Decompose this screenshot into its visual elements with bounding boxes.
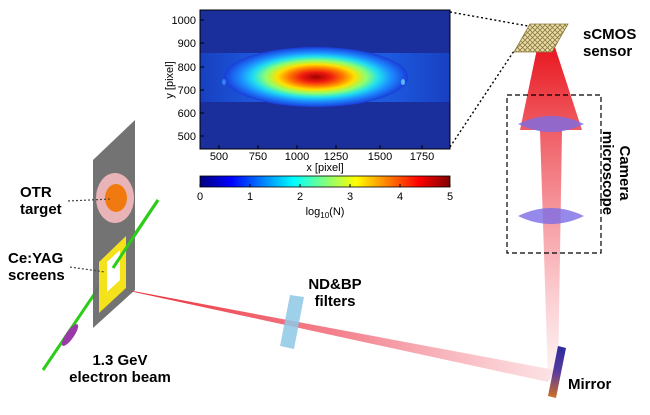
image-speck-left (222, 79, 226, 85)
image-beam-spot (224, 47, 408, 107)
electron-bunch (61, 324, 79, 346)
lens-lower (518, 208, 584, 224)
image-speck-right (401, 79, 405, 85)
electron-beam-label: 1.3 GeV electron beam (67, 352, 173, 386)
y-tick-label: 700 (178, 85, 196, 97)
beam-image-plot: 1000 900 800 700 600 500 500 750 1000 1250 1500 17… (164, 9, 451, 174)
lens-upper (518, 116, 584, 132)
colorbar-tick-label: 5 (447, 191, 453, 203)
electron-beam-label-line1: 1.3 GeV (92, 352, 148, 369)
colorbar-label: log10(N) (306, 206, 345, 220)
otr-target-label-line1: OTR (20, 184, 52, 201)
colorbar-gradient (199, 175, 451, 188)
sensor-label-line1: sCMOS (583, 26, 637, 43)
colorbar-tick-label: 2 (297, 191, 303, 203)
colorbar-tick-label: 0 (197, 191, 203, 203)
colorbar: 0 1 2 3 4 5 log10(N) (197, 175, 453, 220)
y-tick-label: 800 (178, 62, 196, 74)
electron-beam-label-line2: electron beam (69, 369, 171, 386)
electron-beam-line-front (111, 199, 160, 269)
y-axis-label: y [pixel] (164, 61, 176, 98)
x-tick-label: 1250 (324, 151, 348, 163)
ceyag-leader-line (69, 266, 106, 273)
camera-microscope-label: Camera microscope (599, 130, 633, 216)
y-axis-ticks: 1000 900 800 700 600 500 (172, 15, 204, 143)
otr-target-core (105, 184, 127, 212)
x-tick-label: 1750 (410, 151, 434, 163)
y-tick-label: 600 (178, 108, 196, 120)
sensor-label-line2: sensor (583, 43, 633, 60)
otr-target-label: OTR target (20, 184, 62, 218)
y-tick-label: 500 (178, 131, 196, 143)
colorbar-tick-label: 4 (397, 191, 403, 203)
colorbar-tick-label: 3 (347, 191, 353, 203)
x-axis-label: x [pixel] (306, 162, 343, 174)
otr-leader-line (67, 198, 112, 202)
x-axis-ticks: 500 750 1000 1250 1500 1750 (210, 145, 434, 163)
colorbar-ticks: 0 1 2 3 4 5 (197, 184, 453, 203)
filters-label-line1: ND&BP (308, 276, 362, 293)
x-tick-label: 750 (249, 151, 267, 163)
mirror (548, 346, 566, 398)
x-tick-label: 1500 (368, 151, 392, 163)
ceyag-label-line1: Ce:YAG (8, 250, 64, 267)
scmos-sensor (513, 23, 569, 53)
colorbar-tick-label: 1 (247, 191, 253, 203)
image-frame (199, 9, 451, 150)
ceyag-label-line2: screens (8, 267, 65, 284)
x-tick-label: 500 (210, 151, 228, 163)
sensor-label: sCMOS sensor (583, 26, 636, 60)
y-tick-label: 900 (178, 38, 196, 50)
y-tick-label: 1000 (172, 15, 196, 27)
light-beam-to-mirror (106, 286, 555, 382)
filters-label: ND&BP filters (305, 276, 365, 310)
nd-bp-filter (280, 295, 304, 349)
plot-to-sensor-line-top (449, 11, 529, 27)
plot-to-sensor-line-bottom (449, 50, 515, 148)
mirror-label: Mirror (568, 376, 612, 393)
ceyag-label: Ce:YAG screens (8, 250, 65, 284)
otr-target-label-line2: target (20, 201, 62, 218)
camera-microscope-box (506, 94, 602, 254)
filters-label-line2: filters (314, 293, 356, 310)
x-tick-label: 1000 (285, 151, 309, 163)
